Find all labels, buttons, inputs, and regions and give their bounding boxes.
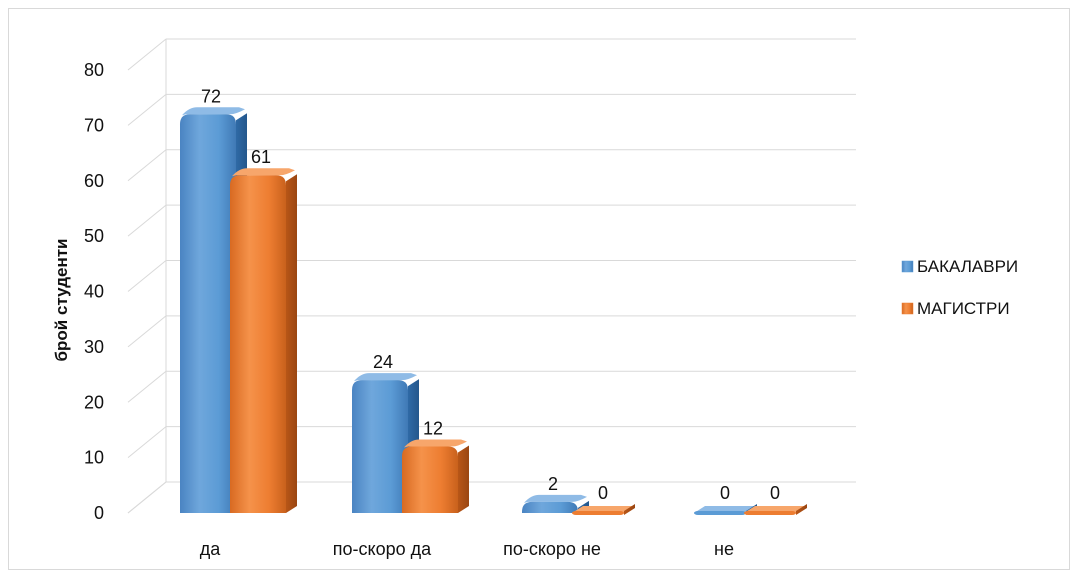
legend-item: БАКАЛАВРИ: [901, 257, 1018, 276]
y-tick-label: 20: [84, 392, 104, 412]
gridline-diagonal: [127, 370, 167, 403]
bar-front: [180, 114, 236, 514]
bar-top: [354, 373, 417, 382]
legend-label: БАКАЛАВРИ: [917, 257, 1018, 276]
bar-front: [402, 446, 458, 513]
bar-front: [572, 511, 624, 515]
y-tick-label: 70: [84, 115, 104, 135]
bar-front: [352, 380, 408, 513]
bar-side: [624, 504, 635, 515]
category-labels: да по-скоро да по-скоро не не: [200, 539, 734, 559]
data-label: 0: [770, 483, 780, 503]
data-label: 2: [548, 474, 558, 494]
y-tick-label: 30: [84, 337, 104, 357]
category-label: по-скоро да: [333, 539, 432, 559]
gridline-diagonal: [127, 426, 167, 459]
gridline-diagonal: [127, 38, 167, 71]
category-label: да: [200, 539, 222, 559]
y-axis-ticks: 0 10 20 30 40 50 60 70 80: [84, 60, 104, 523]
category-label: не: [714, 539, 734, 559]
bar-top: [404, 439, 467, 448]
data-label: 0: [720, 483, 730, 503]
gridline-diagonal: [127, 204, 167, 237]
bars: [180, 107, 807, 515]
gridline-diagonal: [127, 149, 167, 182]
legend: БАКАЛАВРИ МАГИСТРИ: [901, 257, 1018, 318]
y-tick-label: 60: [84, 171, 104, 191]
bar-side: [458, 445, 469, 513]
y-axis-title: брой студенти: [52, 239, 71, 362]
bar-top: [182, 107, 245, 116]
legend-item: МАГИСТРИ: [901, 299, 1010, 318]
bar-front: [694, 511, 746, 515]
bar-front: [230, 175, 286, 513]
category-label: по-скоро не: [503, 539, 601, 559]
bar-front: [522, 501, 578, 513]
bar: [230, 168, 297, 513]
y-tick-label: 40: [84, 282, 104, 302]
data-label: 61: [251, 147, 271, 167]
bar-top: [232, 168, 295, 177]
bar: [402, 439, 469, 513]
y-tick-label: 80: [84, 60, 104, 80]
bar-side: [796, 504, 807, 515]
data-label: 0: [598, 483, 608, 503]
legend-label: МАГИСТРИ: [917, 299, 1010, 318]
bar: [572, 504, 635, 515]
gridline-diagonal: [127, 260, 167, 292]
bar-side: [286, 174, 297, 513]
y-tick-label: 10: [84, 448, 104, 468]
legend-swatch: [901, 260, 914, 273]
data-label: 24: [373, 352, 393, 372]
gridline-diagonal: [127, 481, 167, 514]
y-tick-label: 50: [84, 226, 104, 246]
data-label: 72: [201, 86, 221, 106]
bar-top: [524, 494, 587, 503]
bar: [522, 494, 589, 513]
bar-front: [744, 511, 796, 515]
legend-swatch: [901, 302, 914, 315]
gridline-diagonal: [127, 315, 167, 348]
data-labels: 72 61 24 12 2 0 0 0: [201, 86, 780, 503]
data-label: 12: [423, 419, 443, 439]
gridline-diagonal: [127, 93, 167, 126]
bar: [744, 504, 807, 515]
y-tick-label: 0: [94, 503, 104, 523]
